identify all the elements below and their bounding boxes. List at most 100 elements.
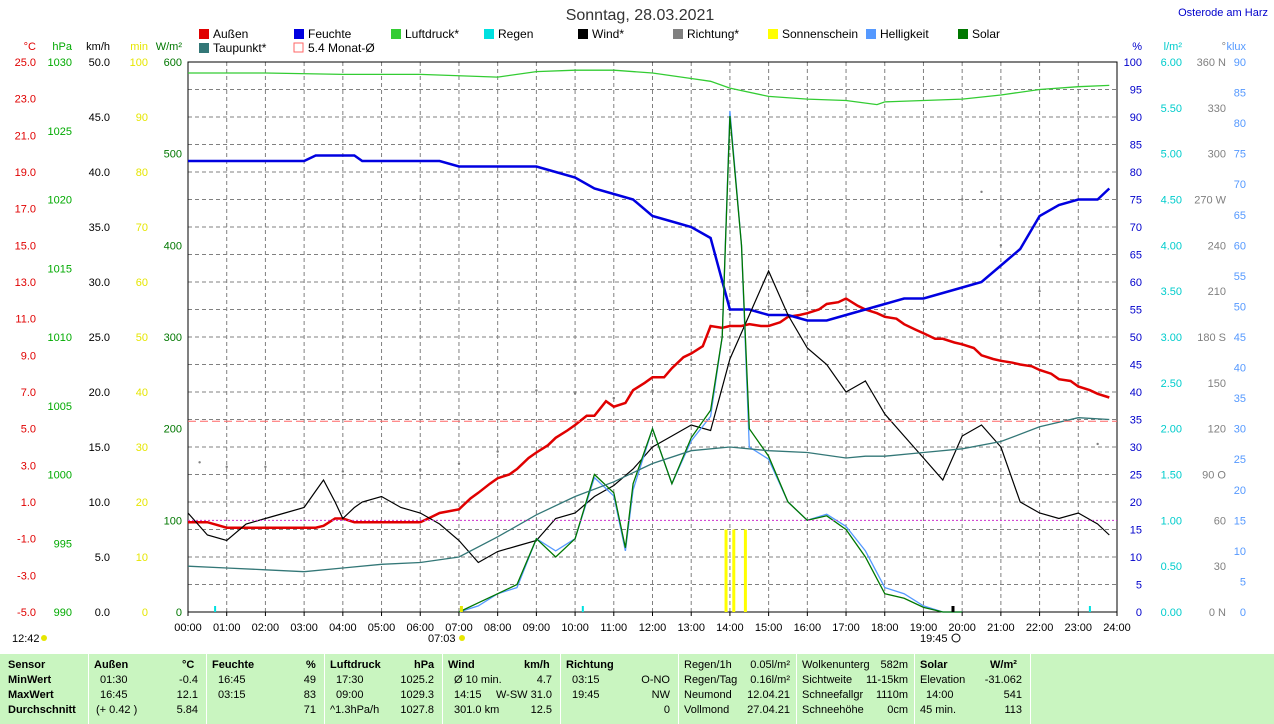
axis-unit-label: l/m² — [1164, 41, 1183, 53]
axis-tick-label: 20.0 — [89, 387, 110, 399]
aussen-max-time: 16:45 — [100, 689, 128, 701]
x-tick-label: 24:00 — [1103, 622, 1131, 634]
sichtweite-label: Sichtweite — [802, 674, 853, 686]
feuchte-header: Feuchte — [212, 659, 255, 671]
x-tick-label: 14:00 — [716, 622, 744, 634]
axis-unit-label: klux — [1226, 41, 1246, 53]
legend-swatch — [768, 29, 778, 39]
axis-tick-label: 80 — [1234, 118, 1246, 130]
axis-tick-label: 65 — [1130, 250, 1142, 262]
axis-tick-label: 100 — [130, 57, 148, 69]
axis-tick-label: 30.0 — [89, 277, 110, 289]
x-tick-label: 19:00 — [910, 622, 938, 634]
axis-tick-label: 210 — [1208, 286, 1226, 298]
axis-tick-label: 60 — [1214, 515, 1226, 527]
axis-tick-label: 2.50 — [1161, 378, 1182, 390]
axis-tick-label: 40 — [1130, 387, 1142, 399]
richtung-point — [573, 392, 577, 395]
durchschnitt-label: Durchschnitt — [8, 704, 76, 716]
luftdruck-unit: hPa — [414, 659, 435, 671]
richtung-min-time: 03:15 — [572, 674, 600, 686]
luftdruck-avg: 1027.8 — [400, 704, 434, 716]
x-tick-label: 21:00 — [987, 622, 1015, 634]
richtung-point — [980, 190, 983, 194]
richtung-point — [844, 305, 848, 308]
richtung-point — [419, 468, 422, 472]
axis-tick-label: 0 — [1240, 607, 1246, 619]
richtung-point — [767, 305, 770, 308]
axis-tick-label: 90 — [1234, 57, 1246, 69]
moon-icon — [951, 633, 961, 643]
axis-tick-label: 30 — [136, 442, 148, 454]
x-tick-label: 06:00 — [406, 622, 434, 634]
legend-label: Helligkeit — [880, 27, 929, 41]
axis-unit-label: hPa — [52, 41, 72, 53]
x-tick-label: 00:00 — [174, 622, 202, 634]
feuchte-max: 83 — [303, 689, 316, 701]
x-axis: 00:00 01:00 02:00 03:00 04:00 05:00 06:00 07:00… — [174, 612, 1131, 634]
axis-tick-label: 30 — [1234, 424, 1246, 436]
axis-tick-label: 330 — [1208, 103, 1226, 115]
axis-unit-label: °C — [24, 41, 36, 53]
axis-tick-label: -1.0 — [17, 534, 36, 546]
neumond-value: 12.04.21 — [747, 689, 790, 701]
wind-max: 31.0 — [530, 689, 552, 701]
axis-tick-label: 9.0 — [21, 350, 36, 362]
axis-tick-label: 0 — [176, 607, 182, 619]
axis-tick-label: 50 — [1234, 301, 1246, 313]
axis-tick-label: 85 — [1234, 88, 1246, 100]
richtung-point — [690, 358, 693, 362]
legend-swatch — [958, 29, 968, 39]
sun-icon — [41, 635, 47, 641]
sonnenschein-bar — [724, 529, 728, 612]
regen-bar — [581, 606, 584, 612]
schneehoehe-label: Schneehöhe — [802, 704, 864, 716]
sunrise-marker — [459, 606, 463, 612]
x-tick-label: 23:00 — [1065, 622, 1093, 634]
sensor-header: Sensor — [8, 659, 46, 671]
richtung-point — [225, 465, 228, 469]
divider — [88, 654, 89, 724]
x-tick-label: 22:00 — [1026, 622, 1054, 634]
solar-max-time: 14:00 — [926, 689, 954, 701]
regen-tag-label: Regen/Tag — [684, 674, 738, 686]
axis-tick-label: 55 — [1234, 271, 1246, 283]
axis-tick-label: 5 — [1136, 580, 1142, 592]
divider — [796, 654, 797, 724]
x-tick-label: 12:00 — [639, 622, 667, 634]
axis-tick-label: 10 — [1234, 546, 1246, 558]
x-tick-label: 09:00 — [523, 622, 551, 634]
location-label: Osterode am Harz — [1178, 7, 1268, 19]
legend-label: Regen — [498, 27, 533, 41]
divider — [442, 654, 443, 724]
axis-tick-label: 150 — [1208, 378, 1226, 390]
axis-tick-label: 40.0 — [89, 167, 110, 179]
axis-tick-label: 200 — [164, 424, 182, 436]
series-wind — [187, 269, 1110, 564]
axis-tick-label: 30 — [1130, 442, 1142, 454]
x-tick-label: 07:00 — [445, 622, 473, 634]
richtung-max: NW — [651, 689, 670, 701]
x-tick-label: 18:00 — [871, 622, 899, 634]
schneehoehe-value: 0cm — [887, 704, 908, 716]
richtung-point — [728, 312, 732, 316]
axis-tick-label: 270 W — [1194, 195, 1226, 207]
solar-unit: W/m² — [990, 659, 1017, 671]
axis-unit-label: W/m² — [156, 41, 183, 53]
wolkenunterg-value: 582m — [880, 659, 908, 671]
feuchte-unit: % — [306, 659, 316, 671]
wind-unit: km/h — [524, 659, 550, 671]
wind-distance: 301.0 km — [454, 704, 500, 716]
axis-tick-label: 75 — [1130, 195, 1142, 207]
luftdruck-min: 1025.2 — [400, 674, 434, 686]
axis-tick-label: 1000 — [48, 470, 72, 482]
series-layer — [187, 69, 1117, 613]
chart-title: Sonntag, 28.03.2021 — [566, 7, 715, 24]
solar-duration: 45 min. — [920, 704, 957, 716]
luftdruck-max: 1029.3 — [400, 689, 434, 701]
axis-tick-label: 45 — [1234, 332, 1246, 344]
richtung-point — [341, 470, 345, 473]
axis-tick-label: 25 — [1130, 470, 1142, 482]
axis-tick-label: 50 — [136, 332, 148, 344]
axis-tick-label: 60 — [1130, 277, 1142, 289]
